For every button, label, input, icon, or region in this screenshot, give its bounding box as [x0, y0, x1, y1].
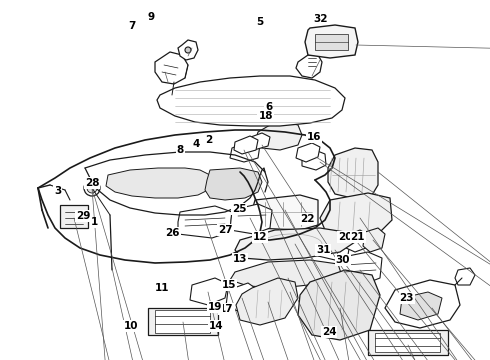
- Text: 32: 32: [314, 14, 328, 24]
- Polygon shape: [178, 40, 198, 60]
- Text: 5: 5: [256, 17, 263, 27]
- Polygon shape: [255, 122, 302, 150]
- Text: 6: 6: [265, 102, 272, 112]
- Polygon shape: [60, 205, 88, 228]
- Polygon shape: [296, 143, 320, 162]
- Text: 24: 24: [322, 327, 337, 337]
- Text: 22: 22: [300, 214, 315, 224]
- Polygon shape: [296, 55, 322, 78]
- Polygon shape: [305, 25, 358, 58]
- Text: 11: 11: [154, 283, 169, 293]
- Text: 20: 20: [338, 232, 353, 242]
- Text: 21: 21: [350, 232, 365, 242]
- Polygon shape: [320, 193, 392, 236]
- Polygon shape: [226, 283, 258, 312]
- Polygon shape: [155, 52, 188, 84]
- Polygon shape: [315, 34, 348, 50]
- Polygon shape: [155, 310, 210, 333]
- Polygon shape: [230, 260, 342, 288]
- Polygon shape: [230, 142, 260, 162]
- Polygon shape: [455, 268, 475, 285]
- Text: 19: 19: [207, 302, 222, 312]
- Polygon shape: [363, 228, 385, 252]
- Text: 17: 17: [219, 304, 234, 314]
- Circle shape: [185, 47, 191, 53]
- Text: 12: 12: [252, 232, 267, 242]
- Text: 4: 4: [192, 139, 200, 149]
- Text: 10: 10: [124, 321, 139, 331]
- Text: 28: 28: [85, 178, 99, 188]
- Polygon shape: [368, 330, 448, 355]
- Polygon shape: [236, 278, 298, 325]
- Polygon shape: [400, 292, 442, 320]
- Polygon shape: [328, 148, 378, 198]
- Text: 8: 8: [177, 145, 184, 156]
- Text: 29: 29: [76, 211, 91, 221]
- Text: 18: 18: [258, 111, 273, 121]
- Polygon shape: [246, 133, 270, 150]
- Polygon shape: [250, 195, 318, 230]
- Polygon shape: [106, 168, 212, 198]
- Polygon shape: [346, 230, 368, 252]
- Text: 9: 9: [147, 12, 154, 22]
- Polygon shape: [298, 270, 380, 340]
- Text: 30: 30: [336, 255, 350, 265]
- Polygon shape: [178, 206, 232, 238]
- Circle shape: [286, 288, 294, 296]
- Circle shape: [87, 183, 97, 193]
- Text: 31: 31: [316, 245, 331, 255]
- Text: 14: 14: [209, 321, 224, 331]
- Polygon shape: [375, 333, 440, 352]
- Text: 25: 25: [232, 204, 246, 214]
- Text: 27: 27: [218, 225, 233, 235]
- Polygon shape: [335, 252, 382, 285]
- Text: 15: 15: [222, 280, 237, 290]
- Text: 1: 1: [91, 217, 98, 228]
- Polygon shape: [385, 280, 460, 328]
- Polygon shape: [318, 237, 350, 260]
- Text: 26: 26: [165, 228, 180, 238]
- Text: 3: 3: [54, 186, 61, 196]
- Polygon shape: [190, 278, 228, 305]
- Text: 16: 16: [306, 132, 321, 142]
- Polygon shape: [148, 308, 218, 335]
- Polygon shape: [230, 204, 272, 234]
- Text: 7: 7: [128, 21, 136, 31]
- Text: 2: 2: [205, 135, 212, 145]
- Polygon shape: [302, 150, 326, 170]
- Polygon shape: [205, 168, 262, 200]
- Polygon shape: [235, 228, 355, 260]
- Text: 13: 13: [233, 254, 247, 264]
- Polygon shape: [234, 136, 258, 154]
- Text: 23: 23: [399, 293, 414, 303]
- Circle shape: [84, 180, 100, 196]
- Polygon shape: [157, 76, 345, 126]
